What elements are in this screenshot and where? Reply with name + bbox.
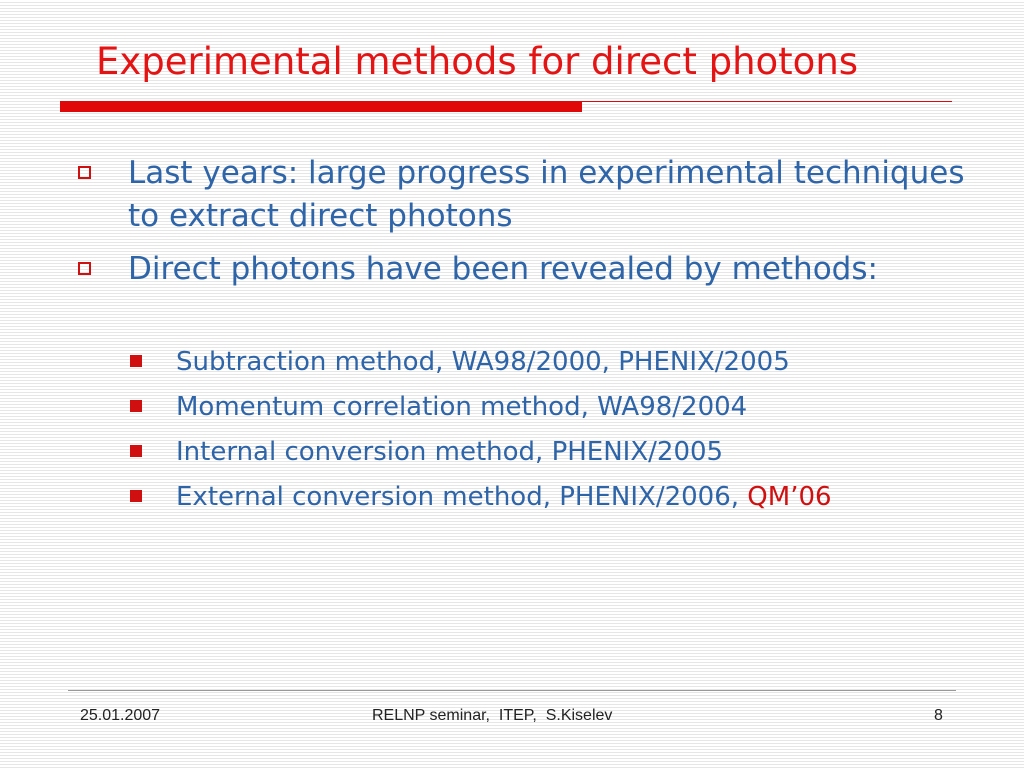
bullet-item: Last years: large progress in experiment… — [78, 152, 978, 238]
page-number: 8 — [934, 707, 943, 724]
bullet-text: Last years: large progress in experiment… — [128, 155, 965, 234]
sub-bullet-item: Internal conversion method, PHENIX/2005 — [130, 433, 1010, 473]
title-underline-thin — [582, 101, 952, 102]
sub-bullet-text: External conversion method, PHENIX/2006,… — [176, 478, 832, 516]
sub-bullet-main-text: External conversion method, PHENIX/2006, — [176, 482, 748, 512]
conference-highlight: QM’06 — [747, 482, 832, 512]
footer-center-text: RELNP seminar, ITEP, S.Kiselev — [372, 707, 613, 724]
slide-title: Experimental methods for direct photons — [96, 40, 859, 83]
sub-bullet-item: Subtraction method, WA98/2000, PHENIX/20… — [130, 343, 1010, 383]
bullet-item: Direct photons have been revealed by met… — [78, 248, 978, 291]
footer-date: 25.01.2007 — [80, 707, 161, 724]
footer-divider — [68, 690, 956, 691]
sub-bullet-text: Subtraction method, WA98/2000, PHENIX/20… — [176, 347, 790, 377]
bullet-text: Direct photons have been revealed by met… — [128, 251, 878, 287]
hollow-square-icon — [78, 262, 91, 275]
filled-square-icon — [130, 445, 142, 457]
sub-bullet-text: Momentum correlation method, WA98/2004 — [176, 392, 748, 422]
filled-square-icon — [130, 400, 142, 412]
hollow-square-icon — [78, 166, 91, 179]
filled-square-icon — [130, 355, 142, 367]
filled-square-icon — [130, 490, 142, 502]
sub-bullet-text: Internal conversion method, PHENIX/2005 — [176, 437, 724, 467]
sub-bullet-item: External conversion method, PHENIX/2006,… — [130, 478, 1010, 518]
sub-bullet-item: Momentum correlation method, WA98/2004 — [130, 388, 1010, 428]
title-underline-thick — [60, 101, 582, 112]
